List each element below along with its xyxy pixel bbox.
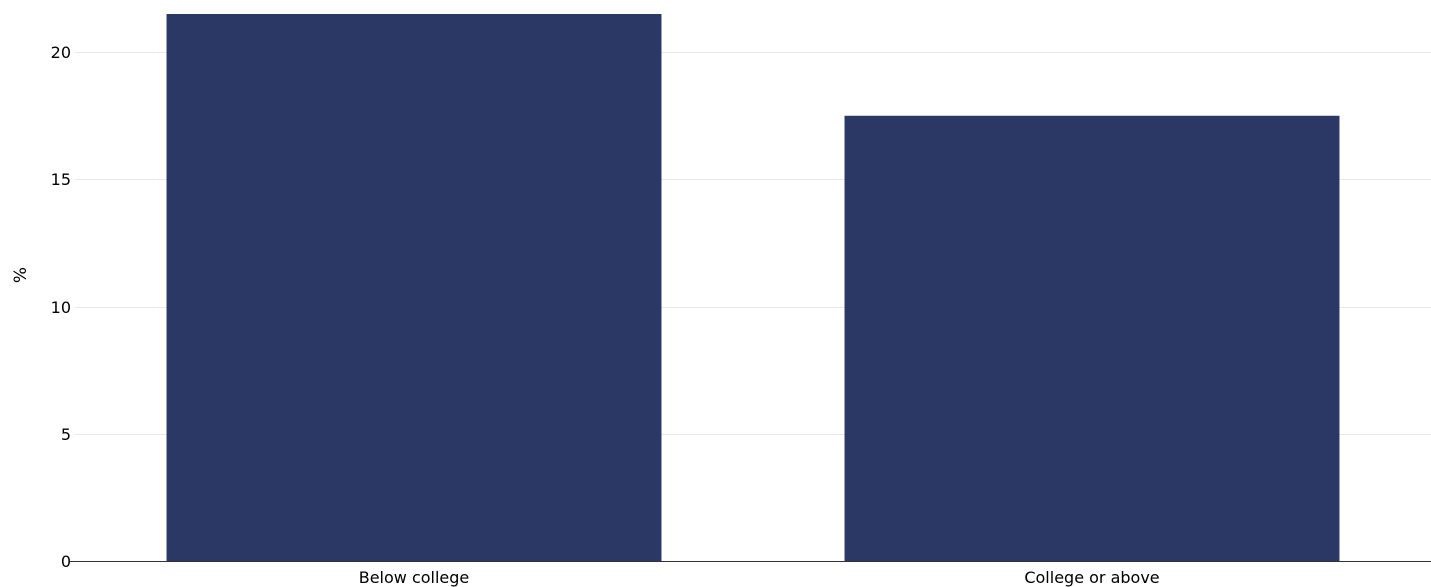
bar: [166, 14, 662, 561]
y-axis-title: %: [11, 267, 31, 283]
axes: 0 5 10 15 20 Below college College or above: [51, 43, 1431, 587]
x-tick-label: Below college: [359, 568, 470, 587]
y-tick-label: 20: [51, 43, 71, 62]
y-tick-label: 5: [61, 425, 71, 444]
y-tick-label: 15: [51, 170, 71, 189]
bars: [166, 14, 1340, 561]
y-tick-label: 10: [51, 298, 71, 317]
bar: [844, 115, 1340, 561]
y-tick-label: 0: [61, 552, 71, 571]
x-tick-label: College or above: [1024, 568, 1159, 587]
